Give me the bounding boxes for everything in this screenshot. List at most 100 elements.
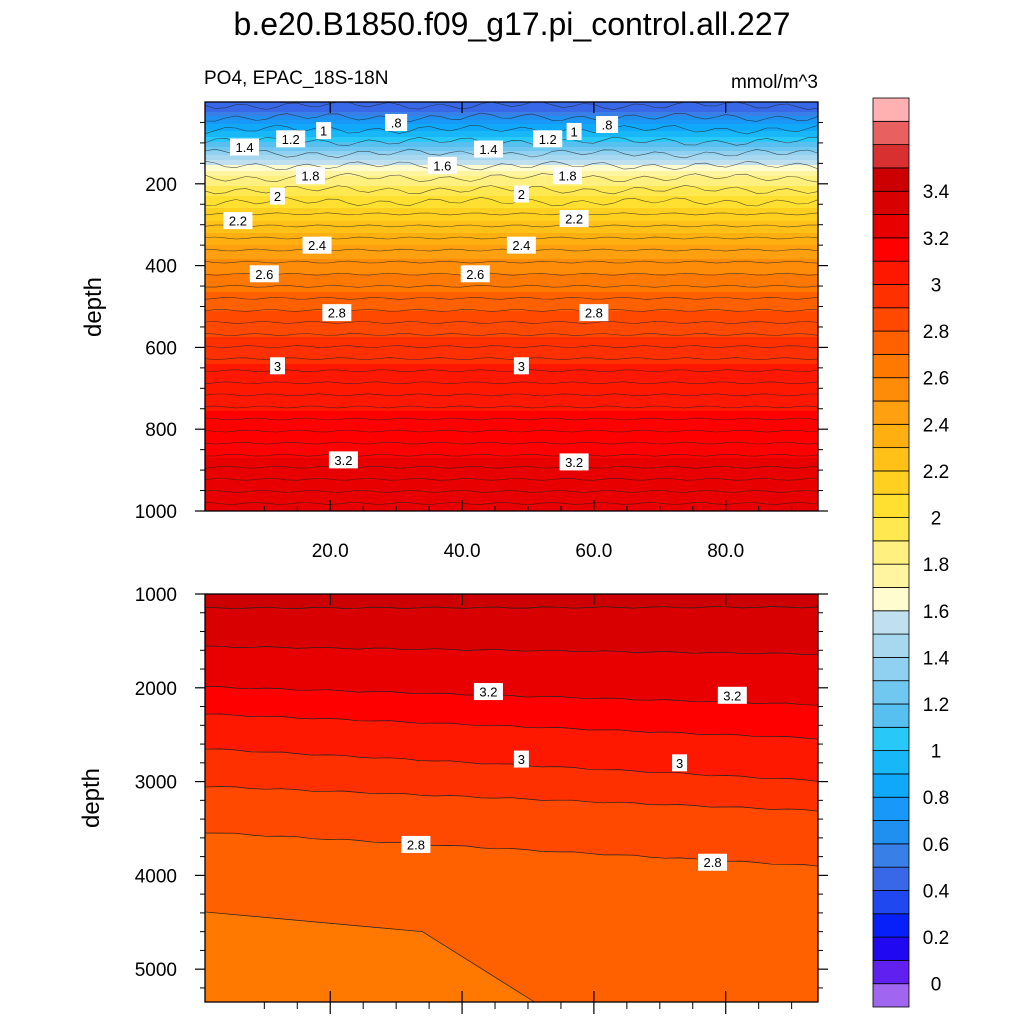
upper-fill-band — [205, 286, 818, 288]
upper-fill-band — [205, 475, 818, 477]
upper-fill-band — [205, 462, 818, 464]
upper-fill-band — [205, 234, 818, 236]
upper-contour-label: 3 — [270, 357, 286, 375]
upper-fill-band — [205, 411, 818, 413]
upper-fill-band — [205, 476, 818, 478]
upper-fill-band — [205, 267, 818, 269]
upper-fill-band — [205, 183, 818, 185]
upper-fill-band — [205, 443, 818, 445]
upper-fill-band — [205, 434, 818, 436]
upper-contour-line — [204, 489, 819, 493]
upper-fill-band — [205, 290, 818, 292]
upper-fill-band — [205, 109, 818, 111]
upper-fill-band — [205, 324, 818, 326]
lower-contour-label: 3 — [672, 754, 688, 772]
upper-fill-band — [205, 348, 818, 350]
upper-fill-band — [205, 184, 818, 186]
colorbar-box — [872, 656, 910, 682]
lower-fill-band — [205, 911, 535, 1002]
upper-fill-band — [205, 473, 818, 475]
upper-fill-band — [205, 295, 818, 297]
upper-fill-band — [205, 394, 818, 396]
colorbar-box — [872, 633, 910, 658]
upper-fill-band — [205, 343, 818, 345]
colorbar-label: 3 — [931, 275, 942, 296]
upper-fill-band — [205, 437, 818, 439]
upper-fill-band — [205, 219, 818, 221]
upper-contour-label: 2.2 — [559, 210, 589, 228]
upper-fill-band — [205, 319, 818, 321]
upper-fill-band — [205, 484, 818, 486]
upper-contour-line — [204, 224, 818, 228]
upper-fill-band — [205, 274, 818, 276]
colorbar-box — [872, 97, 910, 122]
svg-text:1.2: 1.2 — [539, 132, 557, 147]
upper-fill-band — [205, 438, 818, 440]
upper-fill-band — [205, 227, 818, 229]
upper-fill-band — [205, 207, 818, 209]
colorbar-box — [872, 470, 910, 495]
lower-y-tick-label: 3000 — [135, 773, 177, 794]
upper-contour-line — [204, 441, 819, 445]
upper-fill-band — [205, 495, 818, 497]
upper-fill-band — [205, 491, 818, 493]
svg-text:2.8: 2.8 — [703, 855, 721, 870]
colorbar-label: 3.2 — [923, 229, 949, 250]
colorbar: 0 0.2 0.4 0.6 0.8 1 1.2 1.4 1.6 1.8 2 2.2 2.4 2.6 2.8 3… — [872, 97, 950, 1008]
upper-fill-band — [205, 202, 818, 204]
upper-y-tick-label: 400 — [145, 257, 177, 278]
upper-fill-band — [205, 430, 818, 432]
upper-fill-band — [205, 117, 818, 119]
upper-fill-band — [205, 166, 818, 168]
upper-fill-band — [205, 115, 818, 117]
upper-fill-band — [205, 425, 818, 427]
upper-fill-band — [205, 224, 818, 226]
upper-fill-band — [205, 287, 818, 289]
upper-fill-band — [205, 508, 818, 510]
upper-fill-band — [205, 222, 818, 224]
upper-fill-band — [205, 159, 818, 161]
upper-fill-band — [205, 459, 818, 461]
upper-fill-band — [205, 147, 818, 149]
upper-fill-band — [205, 365, 818, 367]
upper-fill-band — [205, 317, 818, 319]
upper-contour-label: 1.6 — [427, 156, 457, 174]
upper-fill-band — [205, 141, 818, 143]
upper-fill-band — [205, 131, 818, 133]
colorbar-label: 0.4 — [923, 881, 950, 902]
svg-text:3: 3 — [518, 359, 525, 374]
upper-y-tick-label: 1000 — [135, 502, 177, 523]
upper-fill-band — [205, 472, 818, 474]
upper-fill-band — [205, 468, 818, 470]
upper-fill-band — [205, 441, 818, 443]
colorbar-box — [872, 866, 910, 891]
upper-fill-band — [205, 409, 818, 411]
upper-contour-label: 2.4 — [302, 236, 332, 254]
upper-x-tick-label: 80.0 — [707, 541, 744, 562]
svg-text:2: 2 — [274, 189, 281, 204]
upper-fill-band — [205, 165, 818, 167]
upper-contour-label: 2.6 — [249, 265, 279, 283]
svg-text:3: 3 — [274, 359, 281, 374]
upper-contour-line — [204, 272, 819, 276]
upper-fill-band — [205, 145, 818, 147]
upper-fill-band — [205, 320, 818, 322]
upper-contour-line — [204, 405, 819, 409]
upper-fill-band — [205, 355, 818, 357]
upper-fill-band — [205, 256, 818, 258]
upper-fill-band — [205, 167, 818, 169]
upper-fill-band — [205, 103, 818, 105]
upper-fill-band — [205, 377, 818, 379]
upper-fill-band — [205, 357, 818, 359]
upper-fill-band — [205, 381, 818, 383]
colorbar-box — [872, 214, 910, 239]
upper-fill-band — [205, 143, 818, 145]
upper-fill-band — [205, 154, 818, 156]
upper-fill-band — [205, 352, 818, 354]
colorbar-label: 2.4 — [923, 415, 950, 436]
upper-fill-band — [205, 185, 818, 187]
svg-text:1.4: 1.4 — [236, 140, 254, 155]
upper-fill-band — [205, 146, 818, 148]
upper-fill-band — [205, 150, 818, 152]
upper-fill-band — [205, 132, 818, 134]
